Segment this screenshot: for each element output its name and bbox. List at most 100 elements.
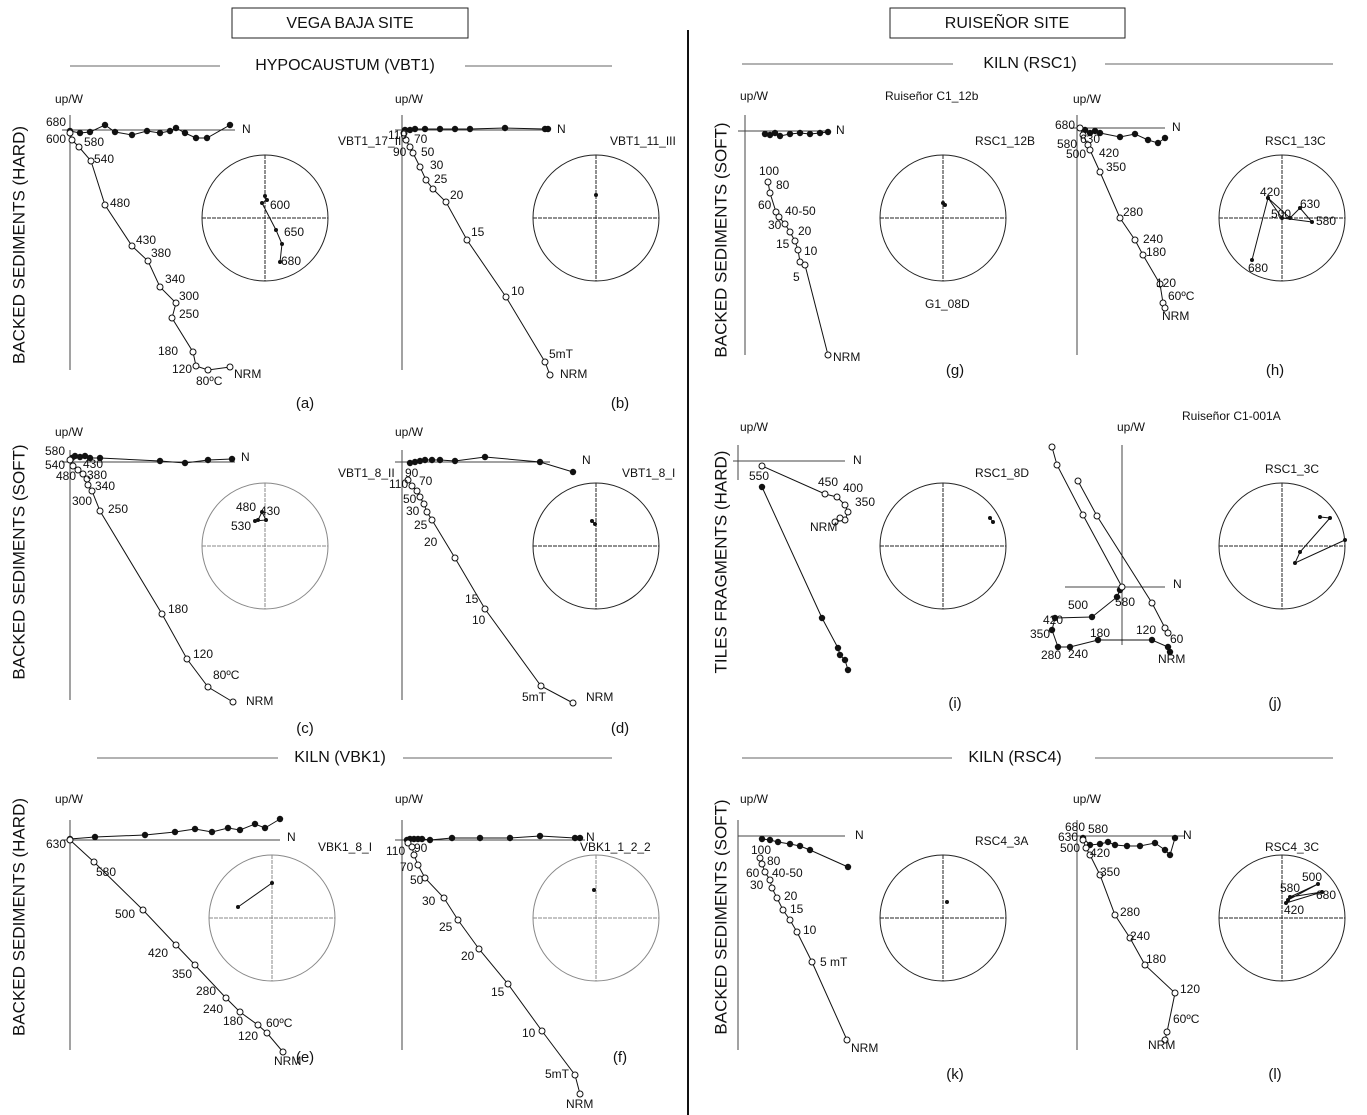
stereo-label: 500 (1271, 207, 1291, 221)
vertical-point (481, 605, 489, 613)
step-label: 680 (46, 115, 66, 129)
step-label: 50 (403, 492, 417, 506)
axis-label: up/W (395, 92, 424, 106)
vertical-point (128, 242, 136, 250)
stereo-label: 500 (1302, 870, 1322, 884)
panel-label: (e) (296, 1049, 314, 1066)
step-label: 15 (471, 225, 485, 239)
horizontal-point (1154, 139, 1162, 147)
vertical-point (841, 501, 849, 509)
step-label: 250 (179, 307, 199, 321)
stereo-label: 630 (1300, 197, 1320, 211)
vertical-point (801, 261, 809, 269)
vertical-point (87, 157, 95, 165)
axis-label: N (557, 122, 566, 136)
horizontal-point (806, 846, 814, 854)
vertical-point (761, 868, 769, 876)
row-label: BACKED SEDIMENTS (SOFT) (711, 122, 730, 357)
horizontal-point (96, 454, 104, 462)
step-label: 10 (511, 284, 525, 298)
vertical-point (1164, 629, 1172, 637)
vertical-point (766, 189, 774, 197)
step-label: 10 (803, 923, 817, 937)
stereonet-point (1343, 538, 1347, 542)
step-label: 60 (758, 198, 772, 212)
vertical-point (404, 839, 412, 847)
step-label: 540 (94, 152, 114, 166)
horizontal-point (236, 826, 244, 834)
stereonet-point (1288, 216, 1292, 220)
step-label: 120 (1180, 982, 1200, 996)
stereonet-point (1280, 216, 1284, 220)
vertical-point (204, 683, 212, 691)
step-label: 30 (430, 158, 444, 172)
vertical-point (786, 228, 794, 236)
sample-name: RSC4_3A (975, 834, 1028, 848)
vertical-point (537, 682, 545, 690)
horizontal-point (571, 834, 579, 842)
horizontal-point (758, 483, 766, 491)
step-label: 120 (193, 647, 213, 661)
vertical-point (410, 851, 418, 859)
vertical-point (229, 698, 237, 706)
vertical-point (571, 1071, 579, 1079)
horizontal-point (203, 134, 211, 142)
step-label: 580 (96, 865, 116, 879)
horizontal-point (436, 456, 444, 464)
horizontal-point (841, 656, 849, 664)
horizontal-point (544, 125, 552, 133)
horizontal-point (774, 838, 782, 846)
vertical-point (408, 482, 416, 490)
step-label: 340 (165, 272, 185, 286)
step-label: 15 (790, 902, 804, 916)
axis-label: up/W (740, 792, 769, 806)
horizontal-point (806, 130, 814, 138)
vertical-point (1141, 961, 1149, 969)
step-label: 30 (422, 894, 436, 908)
step-label: 550 (749, 469, 769, 483)
horizontal-point (111, 128, 119, 136)
horizontal-point (181, 459, 189, 467)
stereo-label: 420 (1260, 185, 1280, 199)
stereonet-point (253, 519, 257, 523)
vertical-point (1074, 477, 1082, 485)
horizontal-point (81, 452, 89, 460)
note: Ruiseñor C1-001A (1182, 409, 1281, 423)
vertical-point (794, 246, 802, 254)
step-label: 5mT (522, 690, 547, 704)
step-label: 280 (1120, 905, 1140, 919)
vertical-point (772, 208, 780, 216)
vertical-point (1126, 934, 1134, 942)
horizontal-point (1096, 840, 1104, 848)
step-label: 180 (168, 602, 188, 616)
vertical-trace (69, 132, 231, 371)
site-box (231, 7, 469, 39)
step-label: 180 (1146, 952, 1166, 966)
step-label: 350 (172, 967, 192, 981)
vertical-point (404, 476, 412, 484)
horizontal-point (1051, 614, 1059, 622)
step-label: 80ºC (213, 668, 240, 682)
stereo-label: 680 (281, 254, 301, 268)
horizontal-point (481, 453, 489, 461)
vertical-point (423, 508, 431, 516)
step-label: 420 (1099, 146, 1119, 160)
step-label: NRM (586, 690, 613, 704)
step-label: 680 (1065, 820, 1085, 834)
stereonet-point (270, 881, 274, 885)
step-label: NRM (1162, 309, 1189, 323)
vertical-point (454, 916, 462, 924)
vertical-point (429, 185, 437, 193)
horizontal-point (766, 836, 774, 844)
step-label: 10 (472, 613, 486, 627)
step-label: 5mT (545, 1067, 570, 1081)
horizontal-point (1148, 636, 1156, 644)
horizontal-point (261, 824, 269, 832)
step-label: 630 (46, 837, 66, 851)
step-label: 20 (784, 889, 798, 903)
axis-label: N (853, 453, 862, 467)
vertical-point (833, 493, 841, 501)
horizontal-point (224, 824, 232, 832)
stereonet-point (988, 516, 992, 520)
horizontal-point (834, 644, 842, 652)
